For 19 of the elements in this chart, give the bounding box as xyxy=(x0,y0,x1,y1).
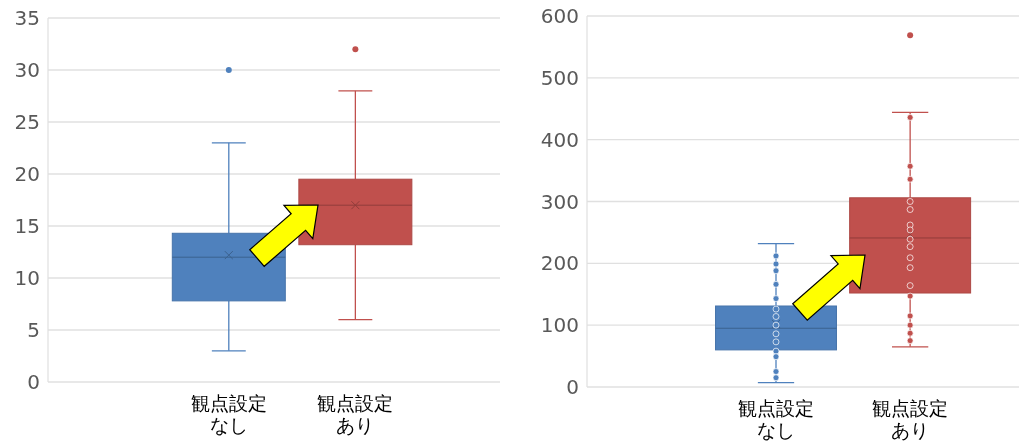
y-tick-label: 30 xyxy=(14,58,40,82)
y-tick-label: 25 xyxy=(14,110,40,134)
y-tick-label: 0 xyxy=(566,375,579,399)
x-tick-label: 観点設定あり xyxy=(317,392,394,436)
y-tick-label: 300 xyxy=(540,189,579,214)
x-tick-label: 観点設定なし xyxy=(190,392,267,436)
y-tick-label: 400 xyxy=(540,127,579,152)
x-tick-label: 観点設定なし xyxy=(738,397,814,441)
y-tick-label: 200 xyxy=(540,251,579,276)
y-tick-label: 100 xyxy=(540,313,579,338)
y-tick-label: 600 xyxy=(540,4,579,28)
y-tick-label: 20 xyxy=(14,162,40,186)
y-tick-label: 15 xyxy=(14,214,40,238)
y-tick-label: 35 xyxy=(14,6,40,30)
y-tick-label: 10 xyxy=(14,266,40,290)
x-tick-label: 観点設定あり xyxy=(872,397,949,441)
y-tick-label: 500 xyxy=(540,65,579,90)
y-tick-label: 5 xyxy=(27,318,40,342)
y-tick-label: 0 xyxy=(27,370,40,394)
